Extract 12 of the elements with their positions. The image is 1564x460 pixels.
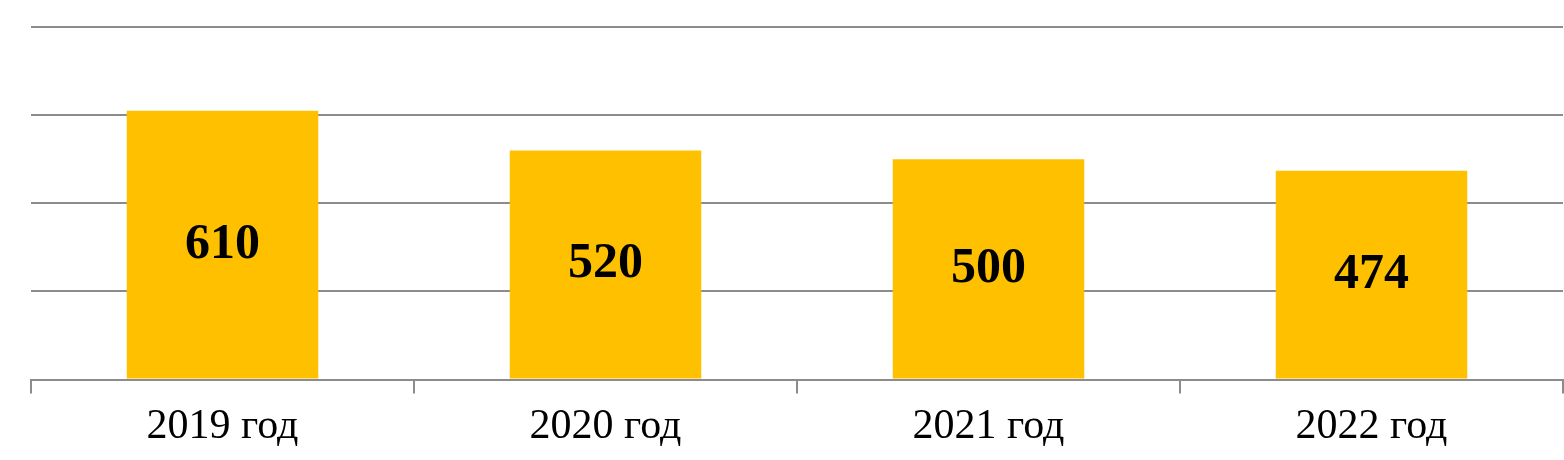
- data-label: 500: [951, 236, 1026, 293]
- bar: [892, 159, 1085, 379]
- x-tick-label: 2020 год: [529, 400, 682, 447]
- bar: [1275, 170, 1468, 379]
- x-tick-label: 2021 год: [912, 400, 1065, 447]
- data-label: 520: [568, 232, 643, 289]
- x-tick-label: 2022 год: [1295, 400, 1448, 447]
- x-tick-label: 2019 год: [146, 400, 299, 447]
- data-label: 474: [1334, 242, 1409, 299]
- bar: [509, 150, 702, 379]
- bar: [126, 110, 319, 379]
- data-label: 610: [185, 212, 260, 269]
